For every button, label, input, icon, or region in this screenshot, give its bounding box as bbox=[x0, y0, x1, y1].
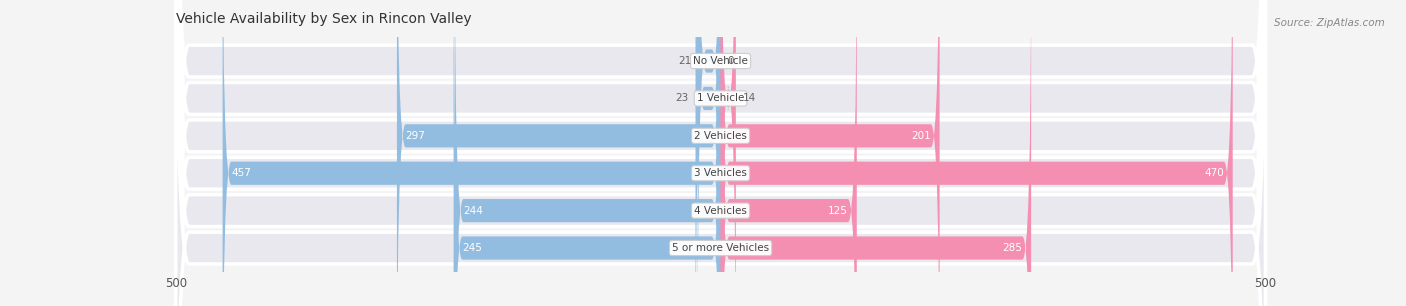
Text: 201: 201 bbox=[911, 131, 931, 141]
FancyBboxPatch shape bbox=[721, 0, 1233, 306]
Text: No Vehicle: No Vehicle bbox=[693, 56, 748, 66]
Text: 470: 470 bbox=[1205, 168, 1225, 178]
FancyBboxPatch shape bbox=[721, 0, 735, 306]
FancyBboxPatch shape bbox=[176, 0, 1265, 306]
FancyBboxPatch shape bbox=[176, 0, 1265, 306]
Text: 125: 125 bbox=[828, 206, 848, 216]
FancyBboxPatch shape bbox=[396, 0, 721, 306]
Text: 1 Vehicle: 1 Vehicle bbox=[697, 93, 744, 103]
Text: 0: 0 bbox=[727, 56, 734, 66]
Text: Source: ZipAtlas.com: Source: ZipAtlas.com bbox=[1274, 18, 1385, 28]
FancyBboxPatch shape bbox=[721, 0, 939, 306]
FancyBboxPatch shape bbox=[454, 0, 721, 306]
Text: 245: 245 bbox=[463, 243, 482, 253]
FancyBboxPatch shape bbox=[697, 0, 721, 306]
Text: 2 Vehicles: 2 Vehicles bbox=[695, 131, 747, 141]
FancyBboxPatch shape bbox=[696, 0, 721, 306]
Text: 14: 14 bbox=[742, 93, 755, 103]
FancyBboxPatch shape bbox=[176, 0, 1265, 306]
Text: 297: 297 bbox=[406, 131, 426, 141]
Text: 4 Vehicles: 4 Vehicles bbox=[695, 206, 747, 216]
Text: Vehicle Availability by Sex in Rincon Valley: Vehicle Availability by Sex in Rincon Va… bbox=[176, 12, 471, 26]
FancyBboxPatch shape bbox=[176, 0, 1265, 306]
FancyBboxPatch shape bbox=[176, 0, 1265, 306]
FancyBboxPatch shape bbox=[721, 0, 1031, 306]
Text: 244: 244 bbox=[464, 206, 484, 216]
Text: 285: 285 bbox=[1002, 243, 1022, 253]
FancyBboxPatch shape bbox=[454, 0, 721, 306]
Text: 23: 23 bbox=[676, 93, 689, 103]
FancyBboxPatch shape bbox=[222, 0, 721, 306]
Text: 5 or more Vehicles: 5 or more Vehicles bbox=[672, 243, 769, 253]
Text: 21: 21 bbox=[678, 56, 692, 66]
FancyBboxPatch shape bbox=[176, 0, 1265, 306]
Text: 3 Vehicles: 3 Vehicles bbox=[695, 168, 747, 178]
FancyBboxPatch shape bbox=[721, 0, 856, 306]
Text: 457: 457 bbox=[232, 168, 252, 178]
